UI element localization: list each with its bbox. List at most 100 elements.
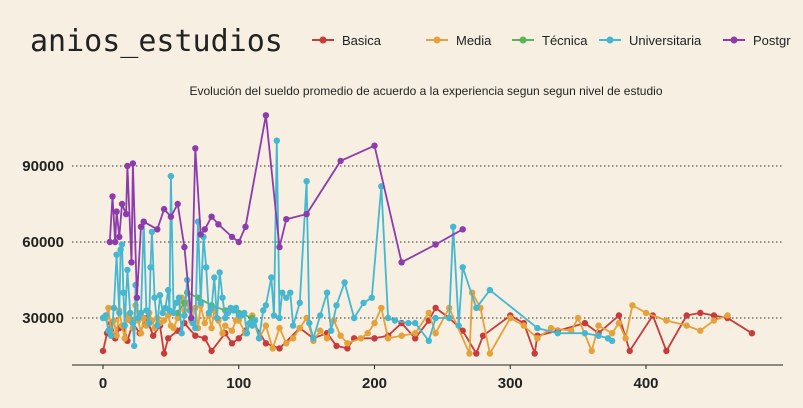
- data-point: [378, 304, 385, 312]
- data-point: [143, 307, 150, 314]
- legend-item: Postgr: [723, 33, 791, 48]
- data-point: [507, 314, 514, 322]
- x-tick-label: 200: [362, 375, 387, 392]
- legend-item: Media: [426, 33, 492, 48]
- legend-label: Universitaria: [629, 33, 702, 48]
- data-point: [197, 299, 204, 306]
- data-point: [201, 226, 208, 233]
- data-point: [122, 210, 130, 218]
- data-point: [473, 304, 480, 312]
- data-point: [622, 335, 629, 342]
- data-point: [568, 327, 575, 334]
- data-point: [241, 309, 248, 317]
- y-axis: 30000 60000 90000: [22, 158, 64, 327]
- data-point: [215, 221, 222, 228]
- data-point: [201, 335, 208, 342]
- data-point: [303, 314, 310, 322]
- data-point: [398, 259, 405, 266]
- data-point: [412, 330, 419, 337]
- legend-marker: [319, 36, 327, 44]
- data-point: [412, 319, 419, 327]
- data-point: [146, 319, 153, 327]
- data-point: [188, 314, 195, 322]
- data-point: [137, 330, 145, 337]
- data-point: [165, 312, 172, 319]
- data-point: [344, 345, 351, 352]
- data-point: [450, 223, 457, 230]
- data-point: [232, 304, 240, 312]
- data-point: [368, 294, 375, 301]
- data-point: [137, 309, 145, 317]
- data-point: [455, 322, 462, 329]
- data-point: [129, 160, 137, 167]
- data-point: [384, 335, 392, 342]
- data-point: [167, 172, 175, 180]
- data-point: [303, 178, 310, 185]
- x-tick-label: 300: [498, 375, 523, 392]
- data-point: [269, 345, 276, 352]
- data-point: [357, 335, 365, 342]
- data-point: [113, 251, 120, 258]
- data-point: [588, 347, 595, 355]
- data-point: [99, 347, 107, 355]
- data-point: [228, 340, 236, 347]
- data-point: [201, 319, 208, 327]
- data-point: [276, 324, 283, 332]
- data-point: [337, 332, 344, 339]
- data-point: [165, 335, 172, 342]
- data-point: [192, 324, 199, 332]
- data-point: [341, 279, 348, 286]
- legend-label: Basica: [342, 33, 382, 48]
- data-point: [222, 322, 229, 329]
- data-point: [121, 335, 128, 342]
- legend-label: Técnica: [542, 33, 588, 48]
- data-point: [310, 335, 317, 342]
- data-point: [167, 213, 175, 220]
- data-point: [121, 322, 128, 329]
- data-point: [107, 332, 115, 339]
- data-point: [131, 342, 138, 350]
- data-point: [364, 330, 371, 337]
- data-point: [398, 332, 405, 339]
- data-point: [323, 335, 331, 342]
- data-point: [276, 243, 283, 251]
- data-point: [317, 312, 324, 319]
- data-point: [303, 210, 310, 218]
- data-point: [327, 327, 335, 334]
- series-group: [99, 112, 756, 357]
- data-point: [486, 350, 494, 357]
- data-point: [486, 286, 494, 294]
- data-point: [170, 309, 177, 317]
- data-point: [333, 342, 340, 350]
- data-point: [273, 137, 280, 144]
- data-point: [432, 241, 439, 248]
- data-point: [228, 233, 236, 241]
- data-point: [228, 327, 236, 334]
- data-point: [360, 299, 367, 306]
- data-point: [283, 294, 290, 301]
- data-point: [260, 307, 267, 314]
- data-point: [224, 309, 232, 317]
- data-point: [683, 312, 690, 319]
- data-point: [405, 319, 412, 327]
- data-point: [710, 317, 718, 324]
- x-tick-label: 100: [226, 375, 251, 392]
- data-point: [432, 330, 439, 337]
- legend-marker: [519, 36, 527, 44]
- data-point: [174, 200, 181, 208]
- data-point: [289, 322, 297, 329]
- data-point: [534, 335, 541, 342]
- data-point: [432, 304, 439, 312]
- legend: anios_estudios Basica Media Técnica Univers…: [30, 24, 791, 59]
- data-point: [127, 309, 134, 317]
- data-point: [160, 350, 168, 357]
- data-point: [137, 223, 145, 230]
- data-point: [262, 340, 270, 347]
- x-axis: 0 100 200 300 400: [99, 365, 659, 392]
- data-point: [268, 274, 275, 281]
- data-point: [466, 350, 473, 357]
- data-point: [105, 304, 112, 312]
- y-tick-label: 90000: [22, 158, 64, 175]
- data-point: [208, 347, 215, 355]
- data-point: [615, 319, 623, 327]
